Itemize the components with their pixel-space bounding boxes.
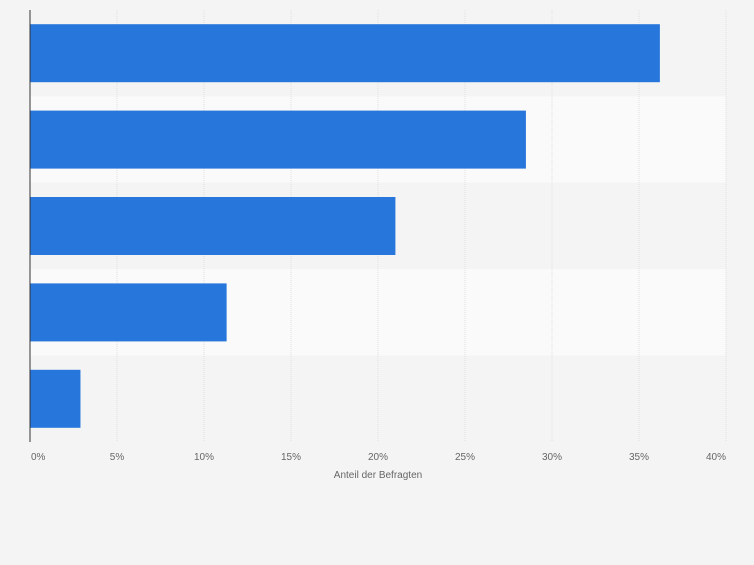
bar[interactable]: [30, 197, 396, 255]
x-tick-label: 20%: [368, 452, 388, 463]
x-tick-label: 35%: [629, 452, 649, 463]
bar[interactable]: [30, 283, 227, 342]
x-axis-title: Anteil der Befragten: [334, 470, 422, 481]
x-tick-label: 30%: [542, 452, 562, 463]
x-tick-labels: 0% 5% 10% 15% 20% 25% 30% 35% 40%: [31, 452, 726, 463]
x-tick-label: 0%: [31, 452, 46, 463]
x-tick-label: 25%: [455, 452, 475, 463]
x-tick-label: 40%: [706, 452, 726, 463]
bar[interactable]: [30, 24, 660, 83]
x-tick-label: 5%: [110, 452, 125, 463]
x-tick-label: 15%: [281, 452, 301, 463]
bar[interactable]: [30, 369, 81, 428]
x-tick-label: 10%: [194, 452, 214, 463]
bars: [30, 24, 660, 428]
bar[interactable]: [30, 110, 526, 169]
